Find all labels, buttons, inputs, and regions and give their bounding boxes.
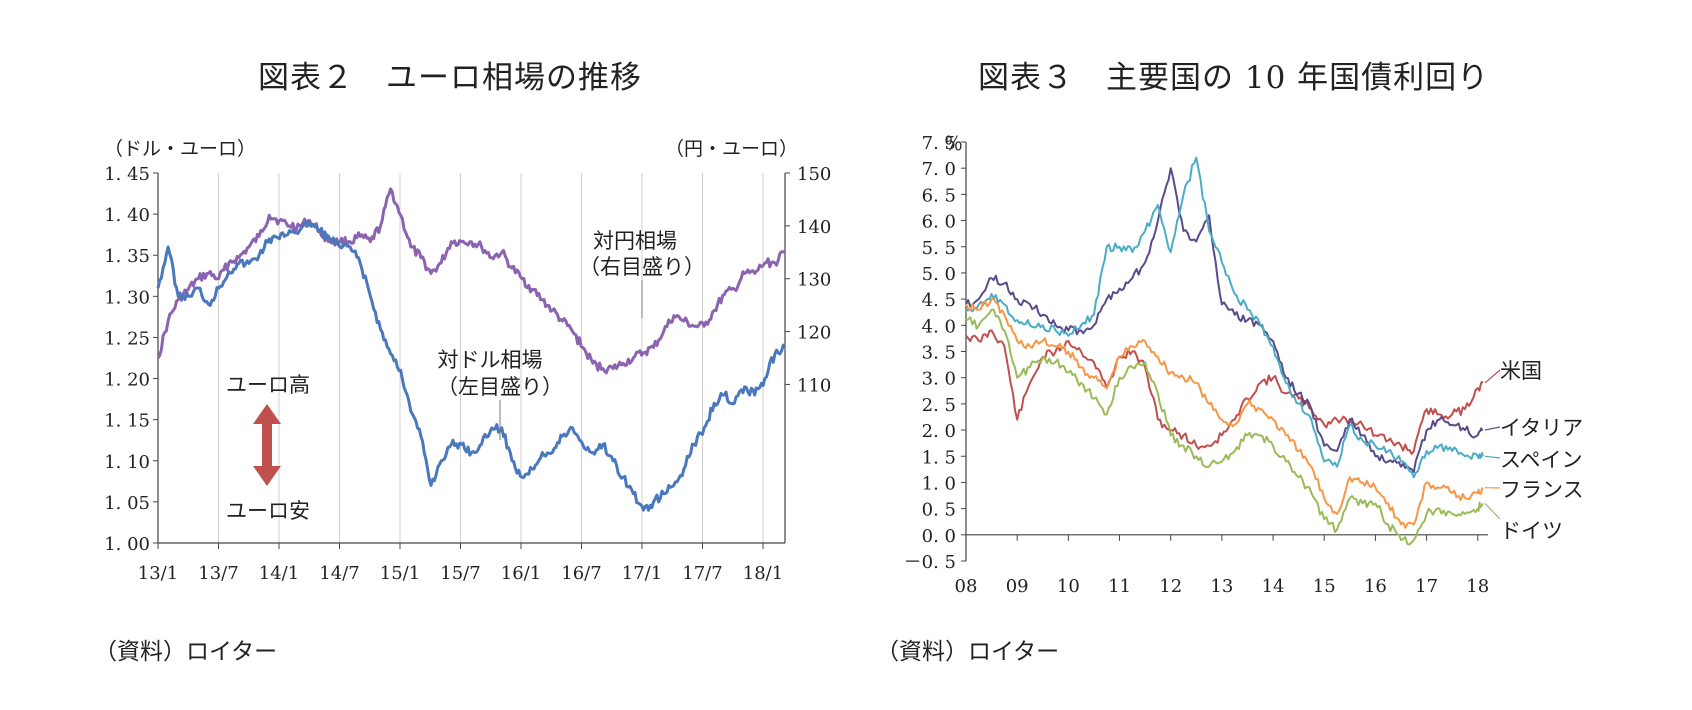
fig3-y-tick-label: 4. 0 xyxy=(922,316,956,337)
fig2-y-left-tick-label: 1. 10 xyxy=(104,452,150,473)
fig2-y-left-tick-label: 1. 15 xyxy=(104,411,150,432)
figure2-title: 図表２ ユーロ相場の推移 xyxy=(258,60,642,96)
fig2-x-tick-label: 15/1 xyxy=(380,563,420,584)
fig3-series-label: フランス xyxy=(1500,478,1584,502)
fig3-series-label: 米国 xyxy=(1500,359,1542,383)
fig3-y-tick-label: 0. 0 xyxy=(922,526,956,547)
fig3-y-tick-label: 1. 5 xyxy=(922,447,956,468)
fig3-y-tick-label: －0. 5 xyxy=(904,552,956,573)
fig2-dollar-label-sub: （左目盛り） xyxy=(437,375,563,399)
fig2-y-left-tick-label: 1. 30 xyxy=(104,287,150,308)
fig2-x-tick-label: 13/7 xyxy=(198,563,238,584)
fig3-label-leader xyxy=(1484,426,1501,431)
fig2-y-right-tick-label: 140 xyxy=(797,217,831,238)
fig3-series-line-4 xyxy=(965,308,1484,546)
fig3-y-tick-label: 2. 5 xyxy=(922,395,956,416)
fig3-y-tick-label: 5. 0 xyxy=(922,264,956,285)
fig3-series-label: イタリア xyxy=(1500,416,1583,440)
fig2-x-tick-label: 16/1 xyxy=(501,563,541,584)
fig3-x-tick-label: 16 xyxy=(1364,576,1387,597)
fig2-y-left-tick-label: 1. 40 xyxy=(104,205,150,226)
fig2-series-dollar-line xyxy=(156,220,786,512)
fig3-label-leader xyxy=(1484,455,1501,459)
fig2-y-right-tick-label: 120 xyxy=(797,323,831,344)
fig3-y-tick-label: 4. 5 xyxy=(922,290,956,311)
fig2-euro-arrow xyxy=(253,404,281,486)
fig2-euro-high-label: ユーロ高 xyxy=(226,373,310,397)
fig3-x-tick-label: 11 xyxy=(1108,576,1131,597)
fig3-x-tick-label: 08 xyxy=(955,576,978,597)
fig2-x-tick-label: 14/7 xyxy=(319,563,359,584)
fig2-left-unit: （ドル・ユーロ） xyxy=(104,138,256,160)
figure2-chart: 13/1 13/7 14/1 14/7 15/1 15/7 16/1 16/7 17/1 17/7… xyxy=(104,138,831,584)
fig3-y-tick-label: 6. 0 xyxy=(922,212,956,233)
fig2-y-left-tick-label: 1. 25 xyxy=(104,328,150,349)
fig2-x-tick-label: 14/1 xyxy=(259,563,299,584)
figure2-source: （資料）ロイター xyxy=(94,639,278,665)
figure3-source: （資料）ロイター xyxy=(876,639,1060,665)
fig2-x-tick-label: 18/1 xyxy=(743,563,783,584)
fig3-x-tick-label: 18 xyxy=(1466,576,1489,597)
fig3-series-label: ドイツ xyxy=(1500,519,1563,543)
fig2-dollar-label: 対ドル相場 xyxy=(438,348,543,372)
fig3-y-tick-label: 1. 0 xyxy=(922,473,956,494)
fig3-series-line-0 xyxy=(965,329,1484,455)
fig3-x-tick-label: 12 xyxy=(1159,576,1182,597)
fig3-y-tick-label: 3. 5 xyxy=(922,343,956,364)
fig3-x-tick-label: 09 xyxy=(1006,576,1029,597)
fig2-x-tick-label: 15/7 xyxy=(440,563,480,584)
fig3-series-line-1 xyxy=(965,167,1484,473)
fig3-y-tick-label: 2. 0 xyxy=(922,421,956,442)
fig2-y-left-tick-label: 1. 20 xyxy=(104,370,150,391)
fig3-y-tick-label: 7. 0 xyxy=(922,159,956,180)
fig2-y-left-tick-label: 1. 00 xyxy=(104,534,150,555)
fig2-y-right-tick-label: 110 xyxy=(797,375,831,396)
fig2-y-right-tick-label: 150 xyxy=(797,164,831,185)
fig2-x-tick-label: 16/7 xyxy=(561,563,601,584)
fig3-y-unit: ％ xyxy=(944,133,963,155)
figure3-chart: 7. 5 7. 0 6. 5 6. 0 5. 5 5. 0 4. 5 4. 0 3. 5 3. 0… xyxy=(904,133,1584,597)
fig2-yen-label-sub: （右目盛り） xyxy=(579,255,705,279)
fig3-x-tick-label: 14 xyxy=(1262,576,1285,597)
fig2-series-yen-line xyxy=(156,187,786,375)
figure3-title: 図表３ 主要国の 10 年国債利回り xyxy=(978,60,1490,96)
fig3-y-tick-label: 6. 5 xyxy=(922,185,956,206)
fig3-label-leader xyxy=(1484,502,1501,520)
fig2-x-tick-label: 17/7 xyxy=(682,563,722,584)
fig2-y-right-tick-label: 130 xyxy=(797,270,831,291)
fig2-right-unit: （円・ユーロ） xyxy=(665,138,798,160)
fig2-y-left-tick-label: 1. 35 xyxy=(104,246,150,267)
fig2-euro-low-label: ユーロ安 xyxy=(226,499,310,523)
fig3-y-tick-label: 3. 0 xyxy=(922,369,956,390)
fig2-y-left-tick-label: 1. 05 xyxy=(104,493,150,514)
fig3-y-tick-label: 7. 5 xyxy=(922,133,956,154)
fig2-y-left-tick-label: 1. 45 xyxy=(104,164,150,185)
fig2-x-tick-label: 13/1 xyxy=(138,563,178,584)
fig2-yen-label: 対円相場 xyxy=(593,229,677,253)
fig3-x-tick-label: 15 xyxy=(1313,576,1336,597)
fig3-series-label: スペイン xyxy=(1500,448,1583,472)
fig3-y-tick-label: 0. 5 xyxy=(922,500,956,521)
fig3-series-line-2 xyxy=(965,156,1484,479)
fig2-x-tick-label: 17/1 xyxy=(622,563,662,584)
fig3-series-line-3 xyxy=(965,297,1484,529)
fig3-x-tick-label: 17 xyxy=(1415,576,1438,597)
fig3-y-tick-label: 5. 5 xyxy=(922,238,956,259)
fig3-x-tick-label: 13 xyxy=(1210,576,1233,597)
fig3-x-tick-label: 10 xyxy=(1057,576,1080,597)
fig3-label-leader xyxy=(1484,369,1501,384)
